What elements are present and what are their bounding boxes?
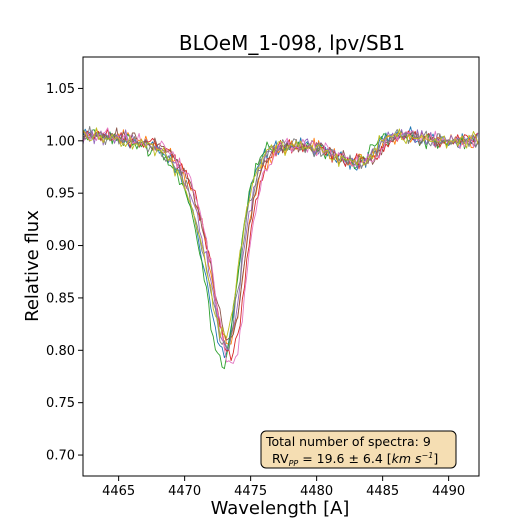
annotation-background bbox=[260, 430, 457, 469]
rv-close: ] bbox=[433, 451, 438, 466]
x-tick-label: 4470 bbox=[168, 484, 201, 499]
rv-exponent: −1 bbox=[422, 451, 434, 460]
spectrum-line-9 bbox=[83, 127, 479, 339]
rv-prefix: RV bbox=[272, 451, 289, 466]
x-tick-label: 4480 bbox=[300, 484, 333, 499]
annotation-line-1: Total number of spectra: 9 bbox=[265, 434, 431, 449]
annotation-box: Total number of spectra: 9 RVPP = 19.6 ±… bbox=[260, 430, 457, 469]
rv-subscript: PP bbox=[289, 459, 299, 468]
spectrum-line-6 bbox=[83, 127, 479, 341]
y-axis-label: Relative flux bbox=[22, 210, 43, 322]
y-tick-label: 0.75 bbox=[46, 396, 75, 411]
y-tick-label: 1.00 bbox=[46, 134, 75, 149]
y-tick-label: 0.80 bbox=[46, 344, 75, 359]
spectra-lines bbox=[83, 125, 479, 370]
x-tick-label: 4485 bbox=[366, 484, 399, 499]
spectrum-line-8 bbox=[83, 125, 479, 351]
rv-value: = 19.6 ± 6.4 [ bbox=[298, 451, 391, 466]
y-tick-label: 0.85 bbox=[46, 291, 75, 306]
x-axis-label: Wavelength [A] bbox=[211, 498, 350, 519]
plot-frame bbox=[82, 56, 480, 477]
rv-unit: km s bbox=[392, 451, 422, 466]
y-axis-ticks: 0.70 0.75 0.80 0.85 0.90 0.95 1.00 1.05 bbox=[46, 82, 83, 464]
y-tick-label: 0.70 bbox=[46, 449, 75, 464]
y-tick-label: 1.05 bbox=[46, 82, 75, 97]
spectrum-line-3 bbox=[83, 129, 479, 370]
x-axis-ticks: 4465 4470 4475 4480 4485 4490 bbox=[102, 476, 465, 499]
y-tick-label: 0.90 bbox=[46, 239, 75, 254]
x-tick-label: 4490 bbox=[432, 484, 465, 499]
y-tick-label: 0.95 bbox=[46, 187, 75, 202]
x-tick-label: 4465 bbox=[102, 484, 135, 499]
chart-title: BLOeM_1-098, lpv/SB1 bbox=[179, 31, 405, 55]
annotation-line-2: RVPP = 19.6 ± 6.4 [km s−1] bbox=[272, 451, 438, 468]
x-tick-label: 4475 bbox=[234, 484, 267, 499]
